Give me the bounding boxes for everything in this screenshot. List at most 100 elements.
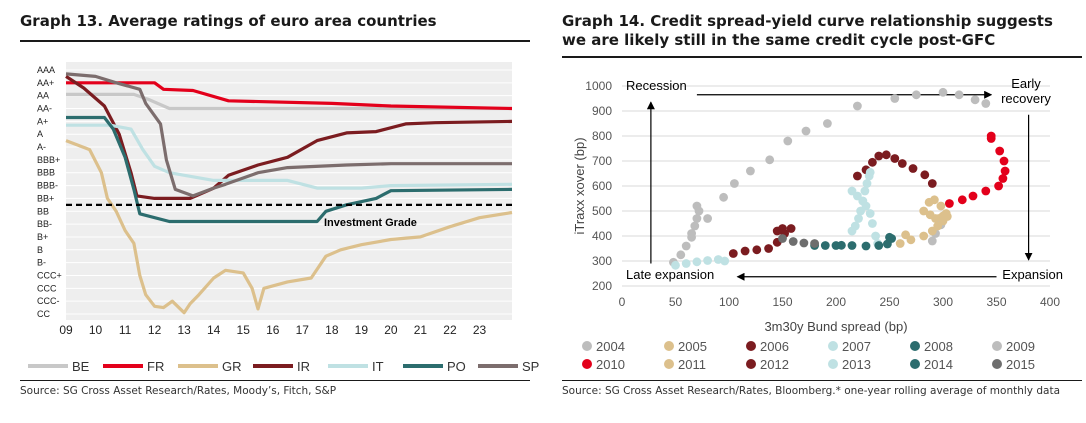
data-point-2012: [881, 150, 891, 160]
x-tick-label: 21: [414, 323, 428, 337]
x-tick-label: 14: [207, 323, 221, 337]
data-point-2005: [924, 197, 934, 207]
legend-label: 2005: [678, 339, 707, 354]
legend-marker: [992, 359, 1002, 369]
data-point-2009: [783, 136, 793, 146]
data-point-2015: [810, 239, 819, 248]
y-tick-label: CC: [37, 309, 50, 319]
right-source-rule: [562, 380, 1082, 381]
data-point-2012: [927, 179, 937, 188]
y-tick-label: AAA: [37, 65, 55, 75]
data-point-2008: [885, 232, 894, 242]
left-source-rule: [20, 380, 530, 381]
x-tick-label: 16: [266, 323, 280, 337]
x-tick-label: 400: [1040, 295, 1060, 309]
data-point-2004: [676, 250, 686, 260]
data-point-2012: [897, 159, 907, 168]
data-point-2010: [995, 146, 1005, 156]
data-point-2010: [986, 131, 996, 141]
right-chart-title: Graph 14. Credit spread-yield curve rela…: [562, 12, 1053, 49]
series-line-po: [66, 115, 513, 224]
x-tick-label: 10: [89, 323, 103, 337]
left-panel: Graph 13. Average ratings of euro area c…: [0, 0, 539, 423]
data-point-2013: [850, 221, 860, 231]
legend-label: IT: [372, 359, 384, 374]
data-point-2007: [871, 231, 880, 241]
data-point-2006: [764, 244, 773, 253]
y-tick-label: 300: [592, 254, 612, 268]
data-point-2009: [970, 95, 980, 105]
legend-label: 2012: [760, 357, 789, 372]
series-line-it: [66, 123, 513, 190]
x-tick-label: 13: [177, 323, 191, 337]
data-point-2008: [847, 241, 857, 250]
x-tick-label: 18: [325, 323, 339, 337]
data-point-2013: [865, 167, 875, 177]
legend-label: PO: [447, 359, 466, 374]
legend-marker: [992, 341, 1002, 351]
x-tick-label: 22: [443, 323, 457, 337]
series-line-gr: [65, 139, 513, 315]
legend-label: SP: [522, 359, 539, 374]
legend-marker: [746, 359, 756, 369]
legend-label: FR: [147, 359, 164, 374]
x-tick-label: 19: [355, 323, 369, 337]
y-tick-label: A: [37, 129, 43, 139]
data-point-2012: [853, 171, 862, 181]
data-point-2007: [865, 209, 875, 218]
data-point-2007: [692, 257, 702, 267]
y-tick-label: AA: [37, 91, 49, 101]
data-point-2009: [890, 94, 900, 103]
data-point-2008: [874, 241, 884, 250]
legend-marker: [910, 341, 920, 351]
y-tick-label: CCC-: [37, 296, 60, 306]
data-point-2014: [820, 241, 830, 250]
x-tick-label: 12: [148, 323, 162, 337]
label-late-expansion: Late expansion: [626, 267, 714, 282]
x-tick-label: 09: [59, 323, 73, 337]
data-point-2007: [671, 260, 680, 270]
legend-label: 2009: [1006, 339, 1035, 354]
x-tick-label: 350: [986, 295, 1006, 309]
data-point-2011: [901, 230, 910, 240]
data-point-2010: [1000, 166, 1010, 176]
y-tick-label: BB-: [37, 219, 52, 229]
x-tick-label: 50: [669, 295, 683, 309]
data-point-2012: [908, 164, 918, 173]
data-point-2010: [994, 181, 1003, 191]
y-tick-label: A+: [37, 116, 48, 126]
legend-marker: [664, 359, 674, 369]
data-point-2013: [856, 206, 865, 216]
data-point-2009: [954, 90, 964, 100]
legend-label: 2015: [1006, 357, 1035, 372]
label-early-recovery-line1: Early: [1011, 76, 1041, 91]
legend-label: 2010: [596, 357, 625, 372]
x-tick-label: 15: [237, 323, 251, 337]
label-expansion: Expansion: [1002, 267, 1063, 282]
data-point-2006: [728, 249, 738, 258]
left-source: Source: SG Cross Asset Research/Rates, M…: [20, 385, 337, 397]
x-tick-label: 20: [384, 323, 398, 337]
x-tick-label: 250: [879, 295, 899, 309]
y-tick-label: AA-: [37, 104, 52, 114]
data-point-2007: [681, 259, 691, 268]
data-point-2007: [720, 256, 730, 266]
data-point-2013: [858, 196, 868, 206]
right-source: Source: SG Cross Asset Research/Rates, B…: [562, 385, 1061, 397]
data-point-2009: [765, 155, 775, 165]
legend-label: 2007: [842, 339, 871, 354]
y-tick-label: BB: [37, 206, 49, 216]
data-point-2015: [788, 237, 798, 246]
legend-label: 2014: [924, 357, 953, 372]
legend-marker: [828, 341, 838, 351]
y-tick-label: 200: [592, 279, 612, 293]
y-tick-label: 500: [592, 204, 612, 218]
legend-label: 2006: [760, 339, 789, 354]
data-point-2006: [752, 245, 762, 255]
y-tick-label: 700: [592, 154, 612, 168]
legend-label: 2004: [596, 339, 625, 354]
x-tick-label: 300: [933, 295, 953, 309]
legend-label: BE: [72, 359, 90, 374]
legend-marker: [828, 359, 838, 369]
x-tick-label: 150: [772, 295, 792, 309]
